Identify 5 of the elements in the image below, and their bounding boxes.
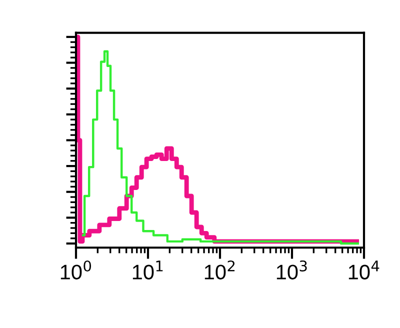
- x-tick-label: 10$^{3}$: [276, 260, 307, 280]
- x-tick-label: 10$^{4}$: [348, 260, 380, 280]
- x-tick-label: 10$^{1}$: [132, 260, 163, 280]
- x-tick-label: 10$^{2}$: [204, 260, 235, 280]
- x-tick-label: 10$^{0}$: [60, 260, 92, 280]
